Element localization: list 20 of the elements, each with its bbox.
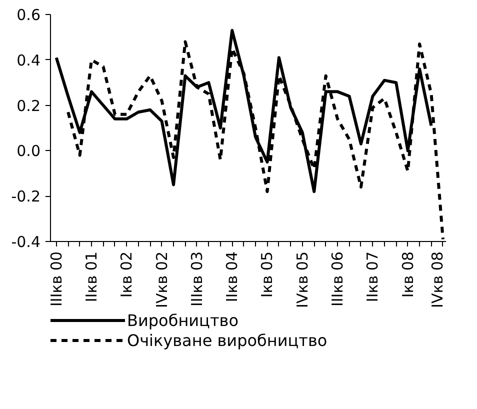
y-tick-label: -0.2 [11,188,41,206]
x-tick-label: Iкв 08 [398,251,417,298]
x-tick-label: IVкв 08 [428,251,446,308]
y-tick-label: 0.4 [16,51,41,70]
x-tick-label: IIIкв 00 [47,251,66,307]
x-tick-label: Iкв 05 [258,251,276,298]
legend-label: Виробництво [127,310,238,330]
x-tick-label: IVкв 02 [152,251,171,308]
y-tick-label: -0.4 [11,233,41,251]
y-tick-label: 0.6 [16,6,41,24]
x-tick-label: IIкв 07 [364,251,382,302]
y-tick-label: 0.0 [16,142,41,160]
x-tick-label: IVкв 05 [293,251,312,308]
x-tick-label: IIIкв 06 [328,251,347,307]
x-tick-label: IIкв 04 [223,251,242,302]
x-tick-label: IIIкв 03 [188,251,206,307]
legend-label: Очікуване виробництво [127,330,328,350]
x-tick-label: Iкв 02 [118,251,136,298]
y-tick-label: 0.2 [16,96,41,115]
x-tick-label: IIкв 01 [82,251,101,302]
